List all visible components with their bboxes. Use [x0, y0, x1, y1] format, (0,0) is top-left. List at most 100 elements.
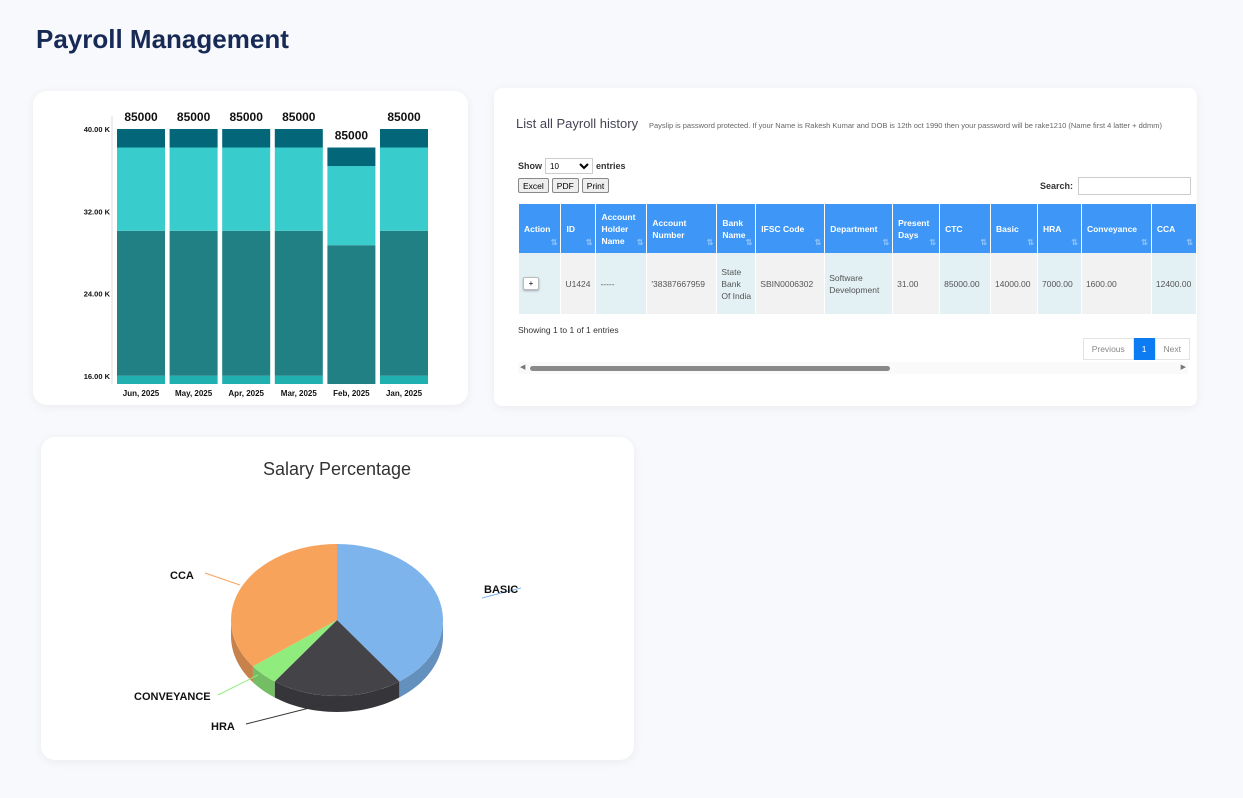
column-header[interactable]: HRA ⇅: [1037, 204, 1082, 253]
table-cell: 85000.00: [939, 253, 992, 314]
bar-segment: [222, 230, 271, 376]
search-control: Search:: [1040, 177, 1191, 195]
column-header-label: Bank Name: [722, 217, 746, 240]
scroll-left-icon[interactable]: ◀: [520, 364, 526, 371]
horizontal-scrollbar[interactable]: ◀ ▶: [518, 362, 1188, 374]
column-header-label: HRA: [1043, 223, 1062, 234]
column-header[interactable]: CCA ⇅: [1151, 204, 1197, 253]
bar-segment: [380, 375, 428, 384]
sort-icon: ⇅: [745, 238, 753, 247]
sort-icon: ⇅: [636, 238, 644, 247]
table-cell: SBIN0006302: [755, 253, 826, 314]
bar-segment: [222, 375, 271, 384]
page-size-control: Show 10 entries: [518, 158, 626, 174]
pie-slice-basic: [337, 544, 443, 682]
excel-button[interactable]: Excel: [518, 178, 549, 193]
pie-slice-side: [274, 681, 400, 712]
bar-segment: [169, 375, 218, 384]
pie-slice-hra: [274, 620, 400, 696]
column-header[interactable]: Bank Name ⇅: [716, 204, 757, 253]
column-header-label: Account Holder Name: [601, 211, 636, 246]
column-header[interactable]: Basic ⇅: [990, 204, 1038, 253]
expand-row-button[interactable]: +: [523, 277, 539, 290]
export-buttons: Excel PDF Print: [518, 178, 610, 193]
pie-label: BASIC: [484, 584, 518, 596]
pdf-button[interactable]: PDF: [551, 178, 579, 193]
bar-segment: [380, 147, 428, 231]
pie-leader-line: [204, 572, 241, 586]
column-header[interactable]: Account Holder Name ⇅: [595, 204, 648, 253]
bar-segment: [327, 147, 376, 167]
column-header-label: IFSC Code: [761, 223, 805, 234]
table-cell: State Bank Of India: [716, 253, 757, 314]
x-tick-label: Jan, 2025: [386, 389, 423, 398]
y-tick-label: 16.00 K: [84, 372, 111, 381]
page-title: Payroll Management: [36, 24, 289, 54]
y-tick-label: 40.00 K: [84, 125, 111, 134]
x-tick-label: May, 2025: [175, 389, 213, 398]
y-tick-label: 32.00 K: [84, 207, 111, 216]
bar-segment: [117, 375, 165, 384]
x-tick-label: Mar, 2025: [281, 389, 318, 398]
table-cell: 1600.00: [1081, 253, 1152, 314]
bar-segment: [274, 129, 323, 148]
sort-icon: ⇅: [1141, 238, 1148, 247]
table-cell: +: [519, 253, 562, 314]
x-tick-label: Feb, 2025: [333, 389, 370, 398]
column-header[interactable]: CTC ⇅: [939, 204, 992, 253]
column-header-label: ID: [566, 223, 575, 234]
next-button[interactable]: Next: [1154, 338, 1190, 360]
scroll-right-icon[interactable]: ▶: [1180, 364, 1186, 371]
previous-button[interactable]: Previous: [1082, 338, 1134, 360]
print-button[interactable]: Print: [581, 178, 610, 193]
column-header-label: Conveyance: [1086, 223, 1138, 234]
stacked-bar-chart: 16.00 K 24.00 K 32.00 K 40.00 K 85000 Jun, 20…: [84, 110, 428, 398]
bar-total-label: 85000: [282, 110, 316, 124]
bar-total-label: 85000: [335, 129, 369, 143]
pie-chart: Salary Percentage BASIC HRA CONVEYANCE CCA: [134, 459, 522, 733]
table-cell: '38387667959: [646, 253, 718, 314]
sort-icon: ⇅: [929, 238, 937, 247]
table-cell: 7000.00: [1037, 253, 1082, 314]
column-header[interactable]: ID ⇅: [560, 204, 597, 253]
bar-segment: [274, 147, 323, 231]
table-info: Showing 1 to 1 of 1 entries: [518, 325, 619, 335]
column-header[interactable]: Account Number ⇅: [646, 204, 718, 253]
scrollbar-thumb[interactable]: [530, 366, 890, 371]
monthly-salary-bar-chart-card: 16.00 K 24.00 K 32.00 K 40.00 K 85000 Jun, 20…: [33, 91, 468, 405]
bar-total-label: 85000: [387, 110, 421, 124]
page-size-select[interactable]: 10: [545, 158, 593, 174]
bar-segment: [327, 245, 376, 384]
sort-icon: ⇅: [1186, 238, 1193, 247]
payroll-table: Action ⇅ ID ⇅ Account Holder Name ⇅ Account Nu…: [519, 204, 1197, 314]
pie-label: CONVEYANCE: [134, 691, 211, 703]
salary-percentage-pie-card: Salary Percentage BASIC HRA CONVEYANCE CCA: [41, 437, 634, 760]
payroll-history-card: List all Payroll history Payslip is pass…: [494, 88, 1197, 406]
bar-segment: [380, 129, 428, 148]
column-header[interactable]: Conveyance ⇅: [1081, 204, 1152, 253]
search-input[interactable]: [1078, 177, 1191, 195]
bar-segment: [169, 230, 218, 376]
bar-segment: [117, 230, 165, 376]
pie-title: Salary Percentage: [263, 459, 411, 479]
page-1-button[interactable]: 1: [1133, 338, 1155, 360]
column-header[interactable]: IFSC Code ⇅: [755, 204, 826, 253]
bar-segment: [327, 166, 376, 246]
bar-segment: [117, 129, 165, 148]
y-tick-label: 24.00 K: [84, 290, 111, 299]
column-header[interactable]: Department ⇅: [824, 204, 894, 253]
pie-slice-side: [399, 620, 443, 698]
table-cell: 14000.00: [990, 253, 1038, 314]
table-cell: Software Development: [824, 253, 894, 314]
payroll-heading: List all Payroll history: [516, 116, 639, 131]
table-cell: -----: [595, 253, 648, 314]
x-tick-label: Apr, 2025: [228, 389, 264, 398]
bar-segment: [169, 129, 218, 148]
column-header[interactable]: Present Days ⇅: [892, 204, 941, 253]
sort-icon: ⇅: [1071, 238, 1078, 247]
column-header[interactable]: Action ⇅: [519, 204, 562, 253]
column-header-label: Action: [524, 223, 551, 234]
pie-slice-conveyance: [252, 620, 337, 682]
pie-slice-side: [252, 666, 275, 698]
sort-icon: ⇅: [1027, 238, 1034, 247]
